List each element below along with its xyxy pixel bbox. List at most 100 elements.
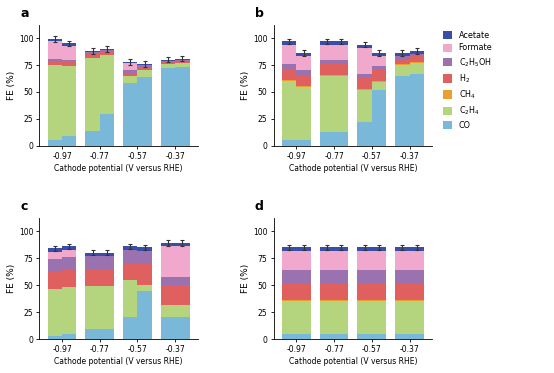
Bar (161, 246, 175, 276)
Bar (357, 44, 372, 48)
Bar (282, 301, 296, 333)
Bar (357, 333, 372, 339)
Bar (100, 113, 114, 146)
Bar (123, 73, 137, 76)
Bar (85, 131, 100, 146)
Bar (137, 64, 152, 65)
Bar (175, 243, 189, 246)
Bar (282, 247, 296, 251)
Bar (161, 60, 175, 61)
Bar (296, 141, 311, 146)
X-axis label: Cathode potential (V versus RHE): Cathode potential (V versus RHE) (54, 357, 183, 366)
Bar (161, 64, 175, 68)
Bar (357, 300, 372, 301)
Bar (357, 301, 372, 333)
Bar (334, 64, 348, 75)
Bar (123, 250, 137, 263)
Bar (334, 75, 348, 76)
Bar (282, 141, 296, 146)
Bar (85, 57, 100, 131)
Bar (395, 251, 409, 270)
Bar (161, 285, 175, 304)
Bar (100, 49, 114, 50)
Bar (85, 269, 100, 286)
Bar (100, 55, 114, 113)
Bar (357, 90, 372, 122)
Bar (282, 251, 296, 270)
Bar (334, 44, 348, 60)
Bar (62, 60, 76, 62)
Bar (62, 44, 76, 46)
Bar (282, 283, 296, 300)
Bar (175, 246, 189, 276)
Bar (357, 74, 372, 78)
Bar (296, 85, 311, 87)
Bar (296, 53, 311, 56)
Bar (123, 70, 137, 73)
Bar (320, 75, 334, 76)
Bar (395, 59, 409, 64)
Bar (100, 52, 114, 55)
Bar (282, 81, 296, 141)
Bar (334, 270, 348, 283)
Bar (161, 304, 175, 317)
Bar (48, 41, 62, 59)
Bar (48, 252, 62, 259)
Bar (123, 263, 137, 280)
Bar (357, 89, 372, 90)
Text: b: b (255, 7, 264, 21)
Bar (320, 60, 334, 64)
Bar (282, 270, 296, 283)
Bar (62, 250, 76, 257)
Bar (296, 70, 311, 75)
Bar (62, 270, 76, 287)
Bar (137, 285, 152, 291)
Bar (409, 56, 424, 62)
Bar (296, 301, 311, 333)
Bar (137, 251, 152, 264)
Bar (175, 59, 189, 60)
Y-axis label: FE (%): FE (%) (7, 264, 16, 293)
Bar (85, 253, 100, 256)
Bar (372, 66, 386, 70)
Bar (372, 56, 386, 66)
Bar (175, 317, 189, 339)
Bar (123, 76, 137, 84)
Bar (320, 301, 334, 333)
Bar (372, 53, 386, 56)
Bar (357, 78, 372, 89)
Bar (161, 317, 175, 339)
Text: c: c (20, 200, 28, 213)
Bar (357, 48, 372, 74)
Bar (395, 300, 409, 301)
Bar (123, 317, 137, 339)
Bar (409, 63, 424, 74)
Bar (395, 76, 409, 146)
Bar (282, 333, 296, 339)
Bar (100, 50, 114, 52)
Bar (296, 251, 311, 270)
Y-axis label: FE (%): FE (%) (7, 71, 16, 100)
Bar (320, 76, 334, 132)
Bar (395, 64, 409, 65)
Bar (395, 283, 409, 300)
Bar (123, 280, 137, 317)
Bar (123, 63, 137, 70)
Bar (100, 256, 114, 269)
Bar (137, 264, 152, 285)
Bar (334, 132, 348, 146)
Bar (409, 301, 424, 333)
Bar (161, 276, 175, 285)
Bar (85, 329, 100, 339)
Bar (409, 62, 424, 63)
Bar (334, 333, 348, 339)
Text: a: a (20, 7, 29, 21)
Bar (372, 247, 386, 251)
Bar (123, 246, 137, 250)
Bar (395, 53, 409, 56)
Bar (357, 283, 372, 300)
Bar (62, 287, 76, 333)
Bar (395, 301, 409, 333)
Bar (48, 272, 62, 289)
Bar (62, 257, 76, 270)
